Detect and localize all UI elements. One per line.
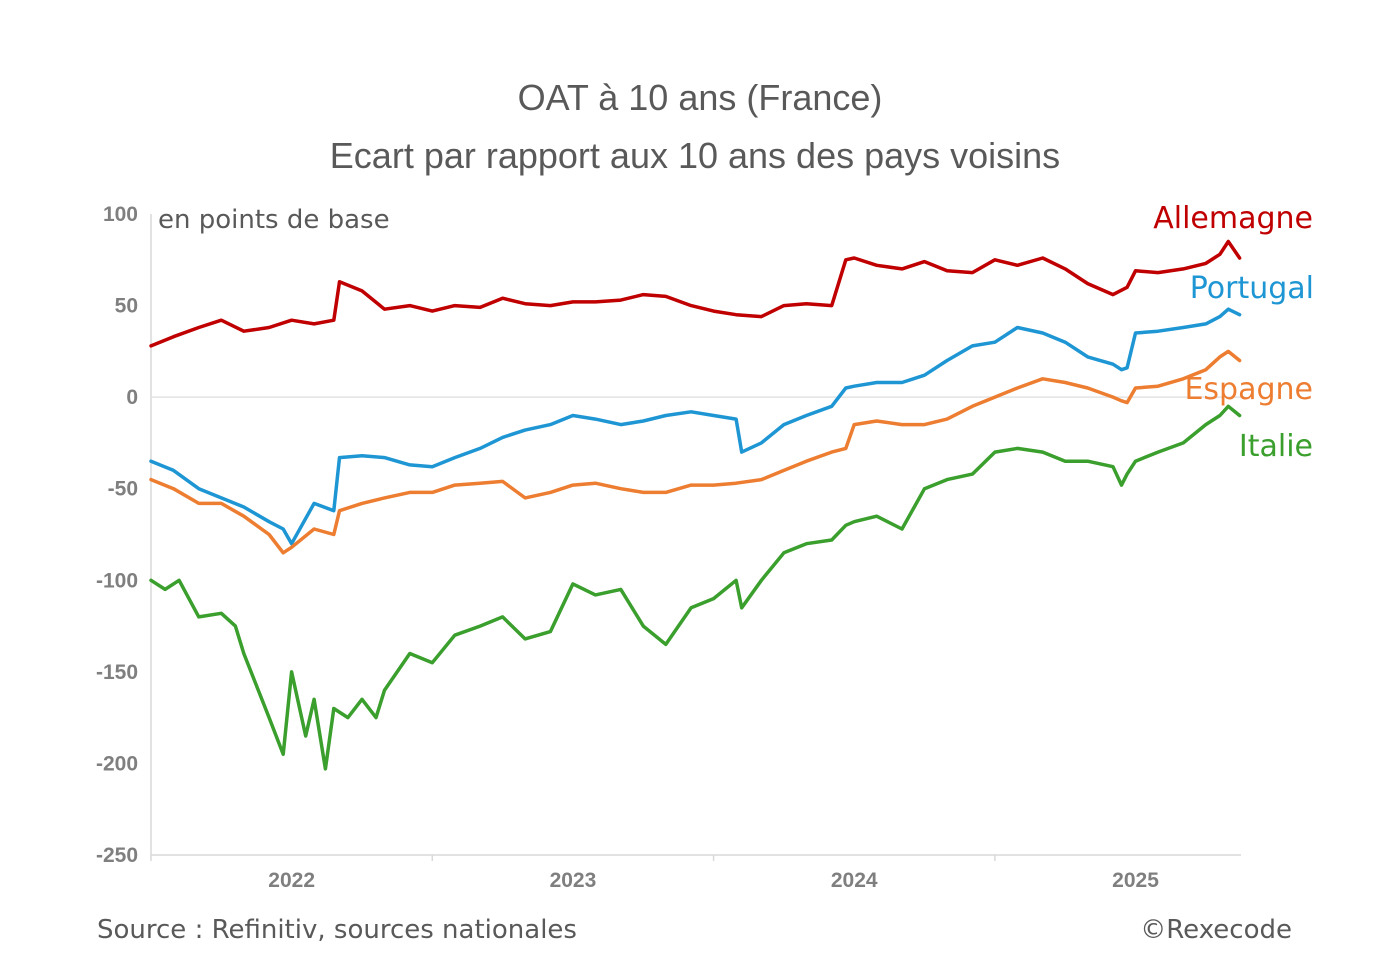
y-tick-label: 100 xyxy=(103,203,138,226)
series-line-italie xyxy=(149,404,1242,771)
y-tick-label: -250 xyxy=(96,844,138,867)
series-line-espagne xyxy=(149,349,1242,555)
y-tick-label: -50 xyxy=(108,478,138,501)
chart-title: OAT à 10 ans (France) xyxy=(518,77,883,118)
series-group xyxy=(149,239,1242,771)
y-tick-label: -150 xyxy=(96,661,138,684)
credit-note: ©Rexecode xyxy=(1140,915,1292,945)
series-line-portugal xyxy=(149,307,1242,546)
y-tick-label: 0 xyxy=(126,386,138,409)
series-line-allemagne xyxy=(149,239,1242,348)
series-label-portugal: Portugal xyxy=(1190,271,1314,306)
unit-label: en points de base xyxy=(158,205,390,235)
axes: 100 50 0 -50 -100 -150 -200 -250 2022 2023 2024 202… xyxy=(96,203,1241,892)
chart-subtitle: Ecart par rapport aux 10 ans des pays vo… xyxy=(330,135,1060,176)
x-tick-label: 2023 xyxy=(550,869,597,892)
series-label-italie: Italie xyxy=(1239,429,1313,464)
x-tick-label: 2024 xyxy=(831,869,878,892)
series-label-allemagne: Allemagne xyxy=(1153,201,1313,236)
source-note: Source : Refinitiv, sources nationales xyxy=(97,915,577,945)
x-tick-label: 2025 xyxy=(1112,869,1159,892)
y-tick-label: -100 xyxy=(96,569,138,592)
y-tick-label: -200 xyxy=(96,752,138,775)
y-tick-label: 50 xyxy=(115,295,138,318)
series-label-espagne: Espagne xyxy=(1184,372,1313,407)
x-tick-label: 2022 xyxy=(268,869,315,892)
